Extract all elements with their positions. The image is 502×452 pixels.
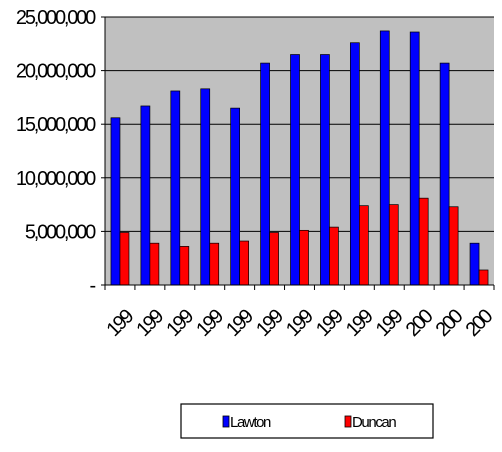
bar-lawton <box>439 62 450 286</box>
y-tick-label: 5,000,000 <box>25 221 96 243</box>
x-tick-label: 199 <box>282 305 318 341</box>
bar-lawton <box>290 54 300 286</box>
legend-label-duncan: Duncan <box>352 414 396 431</box>
x-tick-label: 200 <box>432 305 468 341</box>
x-tick-label: 199 <box>312 305 348 341</box>
legend-label-lawton: Lawton <box>230 414 271 431</box>
y-axis-ticks: - 5,000,000 10,000,000 15,000,000 20,000,000… <box>16 7 105 297</box>
legend-swatch-duncan <box>344 415 352 428</box>
x-tick-label: 199 <box>342 305 378 341</box>
x-tick-label: 199 <box>222 305 258 341</box>
bar-duncan <box>448 206 459 286</box>
bar-lawton <box>349 42 360 286</box>
x-tick-label: 199 <box>162 305 198 341</box>
bar-duncan <box>239 240 250 286</box>
legend-swatch-lawton <box>222 415 230 428</box>
legend: Lawton Duncan <box>180 403 434 439</box>
bar-lawton <box>170 90 181 286</box>
bar-duncan <box>119 232 130 286</box>
bar-duncan <box>358 205 369 286</box>
bar-duncan <box>478 269 489 286</box>
bar-lawton <box>140 105 151 286</box>
y-tick-label: 10,000,000 <box>16 168 96 190</box>
bar-duncan <box>388 204 399 286</box>
bar-lawton <box>320 54 330 286</box>
x-tick-label: 200 <box>462 305 498 341</box>
bar-lawton <box>110 117 121 286</box>
bar-duncan <box>179 246 190 286</box>
bar-lawton <box>260 62 270 286</box>
x-tick-label: 199 <box>102 305 138 341</box>
x-tick-label: 199 <box>372 305 408 341</box>
x-tick-label: 199 <box>132 305 168 341</box>
bar-duncan <box>418 197 429 286</box>
y-tick-label: - <box>90 275 96 297</box>
bar-duncan <box>149 242 160 286</box>
y-tick-label: 15,000,000 <box>16 114 96 136</box>
x-tick-label: 200 <box>402 305 438 341</box>
bar-duncan <box>329 226 339 286</box>
bar-lawton <box>409 31 420 286</box>
bar-lawton <box>230 107 241 286</box>
bar-lawton <box>379 30 390 286</box>
bar-duncan <box>269 232 279 286</box>
x-tick-label: 199 <box>252 305 288 341</box>
y-tick-label: 20,000,000 <box>16 61 96 83</box>
x-tick-label: 199 <box>192 305 228 341</box>
bar-duncan <box>299 229 309 286</box>
bar-lawton <box>200 88 211 286</box>
bar-lawton <box>469 242 480 286</box>
y-tick-label: 25,000,000 <box>16 7 96 29</box>
bar-duncan <box>209 242 220 286</box>
